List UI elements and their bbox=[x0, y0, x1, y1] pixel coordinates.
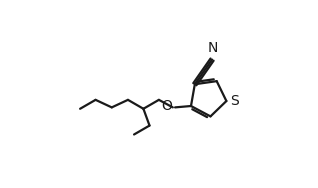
Text: S: S bbox=[231, 94, 239, 108]
Text: N: N bbox=[208, 41, 218, 55]
Text: O: O bbox=[161, 99, 172, 113]
